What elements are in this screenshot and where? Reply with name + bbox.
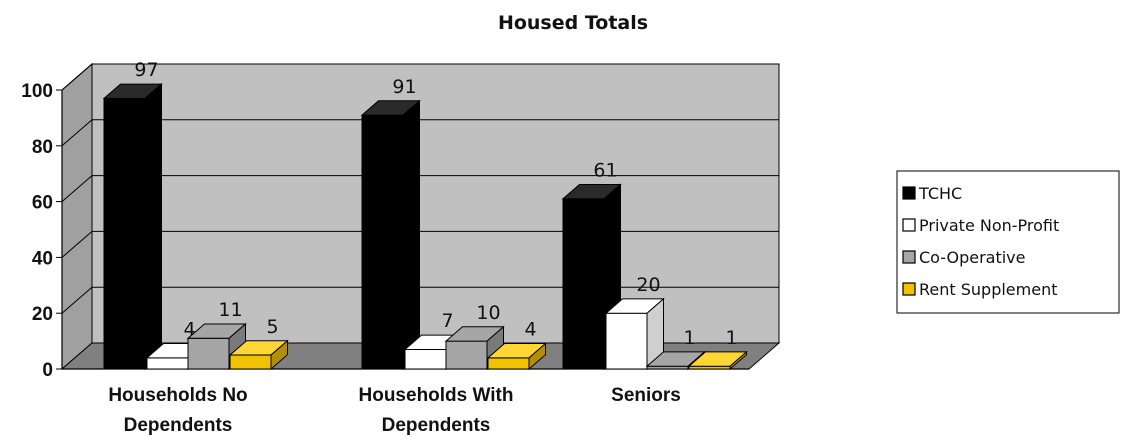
legend-label: Rent Supplement xyxy=(919,280,1057,299)
legend-label: TCHC xyxy=(918,184,962,203)
bar-side xyxy=(729,350,747,371)
bar xyxy=(360,99,421,371)
back-wall xyxy=(91,63,780,344)
y-tick-label: 20 xyxy=(32,304,53,325)
bar xyxy=(687,350,748,371)
bar-front xyxy=(229,354,272,370)
y-tick-label: 100 xyxy=(21,81,53,102)
bar xyxy=(102,82,163,371)
data-label: 1 xyxy=(683,327,695,349)
legend-swatch xyxy=(902,186,916,200)
bar xyxy=(228,339,289,371)
data-label: 61 xyxy=(593,160,617,182)
chart-title: Housed Totals xyxy=(498,12,648,34)
category-label: Households No Dependents xyxy=(108,385,247,436)
data-label: 7 xyxy=(441,310,453,332)
bar-front xyxy=(445,340,488,370)
bar xyxy=(486,342,547,371)
bar xyxy=(444,325,505,371)
data-label: 5 xyxy=(266,316,278,338)
y-tick-label: 0 xyxy=(42,360,53,381)
y-tick-label: 60 xyxy=(32,193,53,214)
gridline xyxy=(61,119,779,147)
data-label: 11 xyxy=(218,299,242,321)
bar-side xyxy=(270,339,288,371)
y-tick-label: 80 xyxy=(32,137,53,158)
bar-front xyxy=(562,198,605,370)
data-label: 91 xyxy=(392,76,416,98)
gridline xyxy=(61,230,779,258)
legend-label: Private Non-Profit xyxy=(919,216,1059,235)
legend-swatch xyxy=(902,282,916,296)
bar-front xyxy=(103,97,146,370)
bar-front xyxy=(487,357,530,370)
category-label: Seniors xyxy=(611,385,681,406)
gridline xyxy=(61,286,779,314)
side-wall xyxy=(61,62,93,371)
bar-front xyxy=(404,348,447,370)
bar-side xyxy=(144,82,162,371)
legend-swatch xyxy=(902,218,916,232)
legend-label: Co-Operative xyxy=(919,248,1025,267)
bar xyxy=(604,297,665,371)
bar-front xyxy=(146,357,189,370)
gridline xyxy=(61,63,779,91)
data-label: 20 xyxy=(636,274,660,296)
data-label: 10 xyxy=(476,302,500,324)
data-label: 97 xyxy=(134,59,158,81)
data-label: 1 xyxy=(725,327,737,349)
y-tick-label: 40 xyxy=(32,248,53,269)
category-label: Households With Dependents xyxy=(359,385,514,436)
legend-swatch xyxy=(902,250,916,264)
bar-side xyxy=(528,342,546,371)
legend: TCHC Private Non-Profit Co-Operative Rent S… xyxy=(896,170,1120,314)
bar-front xyxy=(605,312,648,370)
bar-side xyxy=(402,99,420,371)
bar-front xyxy=(187,337,230,370)
legend-box xyxy=(896,170,1120,314)
gridline xyxy=(61,175,779,202)
data-label: 4 xyxy=(524,319,536,341)
bar-front xyxy=(361,114,404,370)
